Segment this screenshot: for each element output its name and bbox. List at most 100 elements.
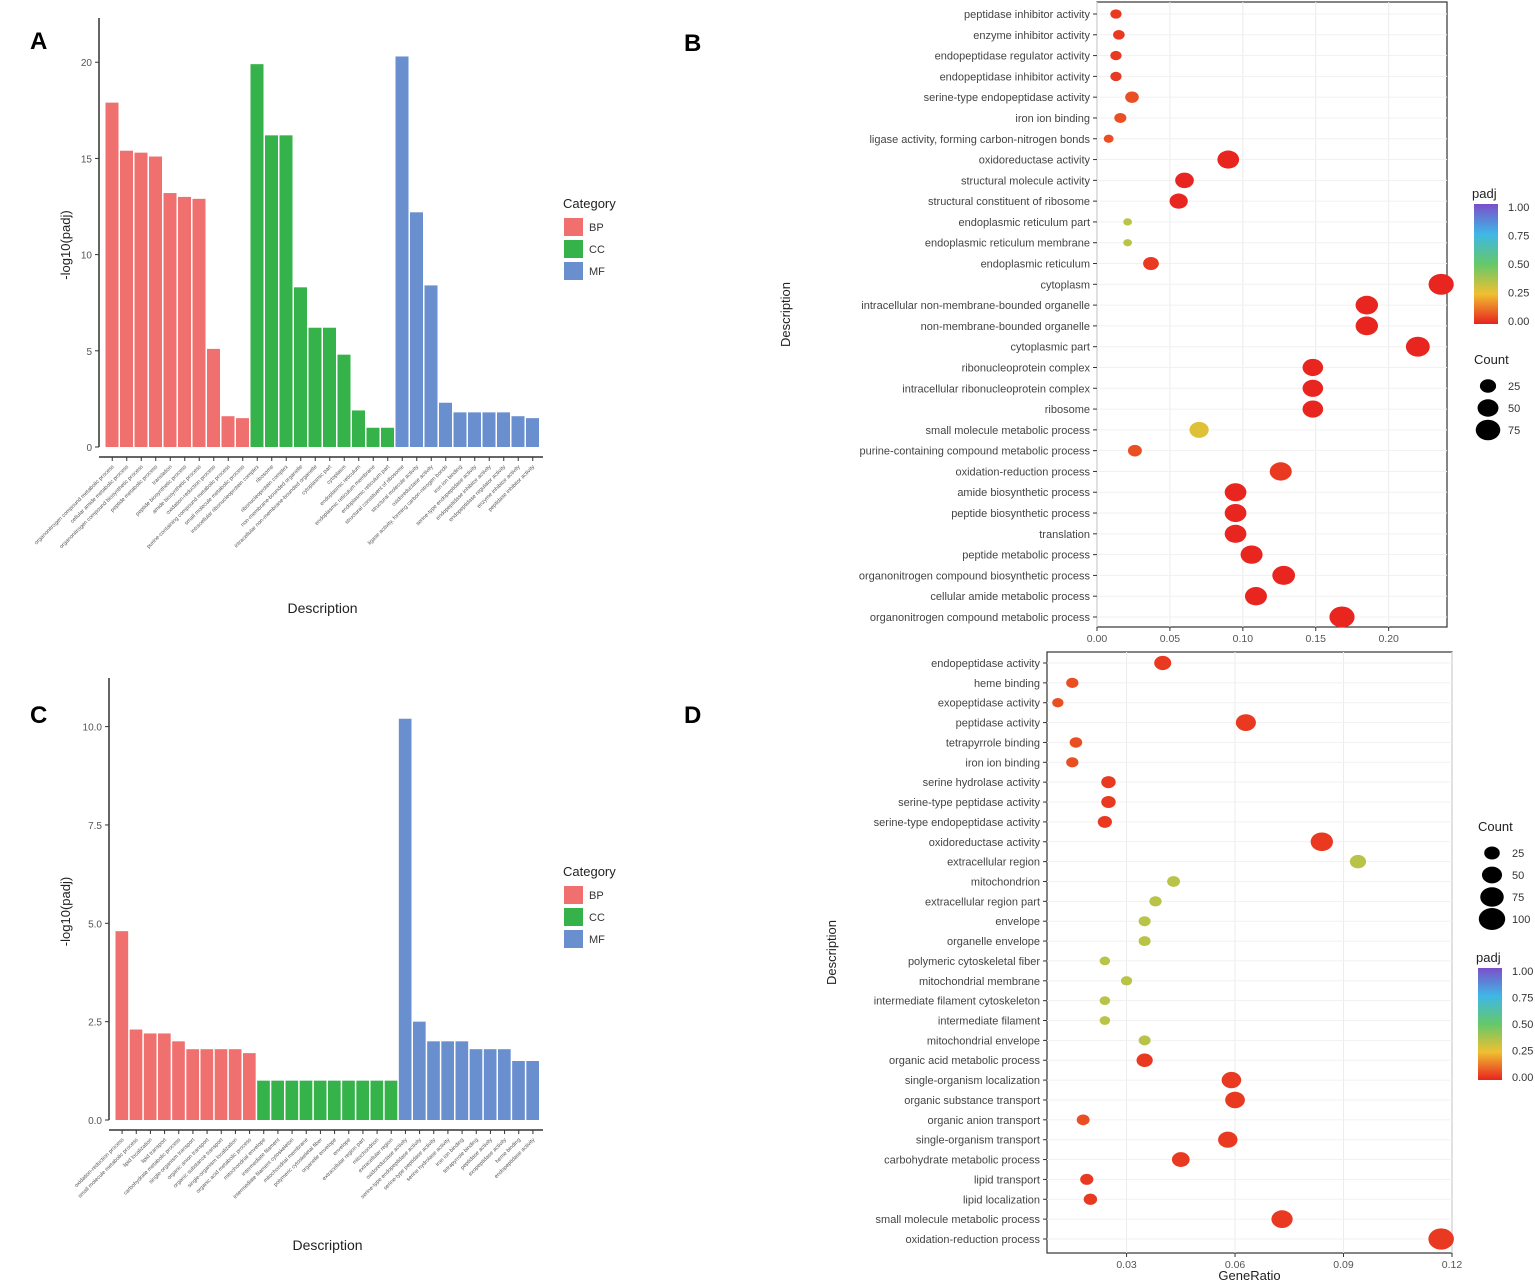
data-point xyxy=(1355,295,1379,315)
x-tick-label: 0.10 xyxy=(1233,633,1254,645)
y-tick-label: serine-type peptidase activity xyxy=(898,797,1040,809)
size-legend-label: 75 xyxy=(1508,425,1520,437)
y-tick-label: cellular amide metabolic process xyxy=(930,591,1090,603)
size-legend-label: 75 xyxy=(1512,892,1524,904)
bar-mf xyxy=(453,412,467,447)
panel-label-d: D xyxy=(684,702,702,729)
bar-bp xyxy=(243,1053,256,1120)
data-point xyxy=(1272,565,1296,585)
y-tick-label: tetrapyrrole binding xyxy=(946,737,1040,749)
size-legend-dot xyxy=(1478,908,1506,930)
size-legend-dot xyxy=(1477,399,1499,417)
bar-bp xyxy=(129,1029,143,1120)
data-point xyxy=(1154,655,1172,671)
bar-bp xyxy=(115,931,129,1120)
colorbar-tick-label: 0.25 xyxy=(1512,1046,1533,1058)
bar-cc xyxy=(356,1080,369,1120)
y-tick-label: lipid localization xyxy=(963,1194,1040,1206)
data-point xyxy=(1244,587,1267,606)
y-tick-label: endoplasmic reticulum xyxy=(981,259,1090,271)
bar-mf xyxy=(511,416,525,447)
y-tick-label: mitochondrial envelope xyxy=(927,1035,1040,1047)
y-tick-label: iron ion binding xyxy=(965,757,1040,769)
legend-title: Category xyxy=(563,864,616,879)
y-axis-title: Description xyxy=(824,920,839,985)
y-tick-label: non-membrane-bounded organelle xyxy=(921,321,1090,333)
colorbar-tick-label: 0.75 xyxy=(1508,231,1529,243)
data-point xyxy=(1123,239,1132,247)
bar-bp xyxy=(207,348,220,447)
data-point xyxy=(1235,714,1256,731)
bar-mf xyxy=(395,56,409,447)
data-point xyxy=(1271,1210,1293,1228)
colorbar-tick-label: 0.50 xyxy=(1508,259,1529,271)
bar-mf xyxy=(468,412,481,447)
data-point xyxy=(1221,1071,1242,1089)
bar-bp xyxy=(158,1033,171,1120)
bar-cc xyxy=(366,427,380,447)
y-tick-label: oxidoreductase activity xyxy=(979,155,1091,167)
y-tick-label: 20 xyxy=(81,58,93,69)
y-tick-label: 5.0 xyxy=(88,919,102,930)
y-tick-label: serine-type endopeptidase activity xyxy=(924,92,1091,104)
bar-bp xyxy=(236,418,249,447)
legend-label-mf: MF xyxy=(589,934,605,946)
data-point xyxy=(1099,1016,1111,1025)
data-point xyxy=(1269,462,1292,481)
data-point xyxy=(1052,698,1064,708)
y-tick-label: purine-containing compound metabolic pro… xyxy=(859,446,1090,458)
y-tick-label: endoplasmic reticulum part xyxy=(959,217,1090,229)
bar-bp xyxy=(228,1049,242,1120)
y-tick-label: ribonucleoprotein complex xyxy=(962,362,1091,374)
bar-cc xyxy=(370,1080,384,1120)
dot-panel-d: 0.03 0.06 0.09 0.12 endopeptidase activity he… xyxy=(824,651,1533,1283)
bar-mf xyxy=(526,418,539,447)
data-point xyxy=(1218,1131,1238,1148)
colorbar-tick-label: 0.25 xyxy=(1508,288,1529,300)
size-legend-dot xyxy=(1480,887,1504,907)
legend-label-cc: CC xyxy=(589,912,605,924)
legend-label-bp: BP xyxy=(589,222,604,234)
data-point xyxy=(1240,545,1263,564)
bar-bp xyxy=(214,1049,228,1120)
legend-label-bp: BP xyxy=(589,890,604,902)
x-tick-label: 0.09 xyxy=(1333,1259,1354,1271)
y-tick-label: mitochondrial membrane xyxy=(919,976,1040,988)
y-tick-label: 7.5 xyxy=(88,821,102,832)
bar-mf xyxy=(413,1021,426,1120)
data-point xyxy=(1114,112,1127,123)
bar-cc xyxy=(271,1080,284,1120)
bar-mf xyxy=(498,1049,511,1120)
panel-label-a: A xyxy=(30,28,48,55)
y-axis-title: -log10(padj) xyxy=(58,877,73,946)
y-tick-label: intermediate filament cytoskeleton xyxy=(874,996,1040,1008)
bar-bp xyxy=(149,156,162,447)
y-tick-label: carbohydrate metabolic process xyxy=(884,1155,1040,1167)
plot-frame xyxy=(1046,651,1453,1254)
data-point xyxy=(1123,218,1132,226)
data-point xyxy=(1110,9,1122,19)
y-tick-label: organic substance transport xyxy=(904,1095,1040,1107)
y-tick-label: cytoplasm xyxy=(1040,279,1090,291)
y-tick-label: 2.5 xyxy=(88,1018,102,1029)
x-tick-label: 0.06 xyxy=(1225,1259,1246,1271)
y-tick-label: serine hydrolase activity xyxy=(923,777,1041,789)
colorbar-title: padj xyxy=(1476,950,1501,965)
y-tick-label: 5 xyxy=(86,347,92,358)
data-point xyxy=(1110,50,1122,61)
legend-swatch-mf xyxy=(564,262,583,280)
data-point xyxy=(1066,757,1079,768)
y-tick-label: peptidase inhibitor activity xyxy=(964,9,1090,21)
legend-swatch-bp xyxy=(564,886,583,904)
x-tick-label: 0.12 xyxy=(1442,1259,1463,1271)
data-point xyxy=(1143,256,1159,271)
data-point xyxy=(1083,1193,1098,1205)
y-tick-label: polymeric cytoskeletal fiber xyxy=(908,956,1040,968)
data-point xyxy=(1069,737,1083,748)
colorbar-title: padj xyxy=(1472,186,1497,201)
y-tick-label: exopeptidase activity xyxy=(938,698,1041,710)
bar-cc xyxy=(342,1080,355,1120)
colorbar-tick-label: 0.00 xyxy=(1512,1072,1533,1084)
